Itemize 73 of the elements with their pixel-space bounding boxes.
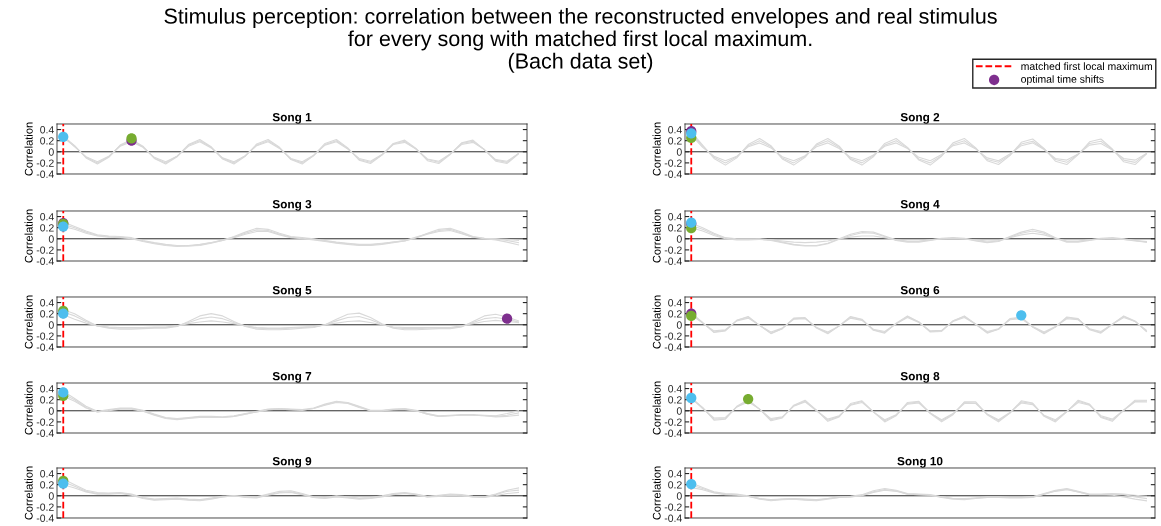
y-tick-label: 0	[676, 148, 682, 156]
y-tick-label: -0.2	[664, 246, 682, 254]
y-tick-label: 0.4	[668, 126, 682, 134]
y-tick-label: 0.4	[40, 213, 54, 221]
y-tick-label: 0.2	[40, 137, 54, 145]
y-tick-label: -0.4	[36, 343, 54, 351]
y-tick-label: 0.2	[668, 396, 682, 404]
y-tick-label: -0.4	[36, 514, 54, 522]
y-tick-label: 0.4	[40, 385, 54, 393]
chart-title: Song 3	[272, 199, 312, 211]
y-tick-label: -0.2	[664, 332, 682, 340]
text: Stimulus perception: correlation between the reconstructed envelopes and real stimulus for every song with matched first local maximum. (Bach data set)	[164, 8, 997, 73]
y-tick-label: 0.2	[40, 224, 54, 232]
y-tick-label: 0.2	[40, 396, 54, 404]
y-tick-label: -0.2	[36, 332, 54, 340]
chart-title: Song 8	[900, 371, 940, 383]
y-tick-label: 0.2	[668, 224, 682, 232]
y-tick-label: 0.2	[40, 310, 54, 318]
y-axis-title: Correlation	[24, 466, 33, 520]
chart-title: Song 1	[272, 112, 312, 124]
y-axis-title: Correlation	[652, 295, 661, 349]
y-tick-label: 0	[48, 235, 54, 243]
chart-title: Song 9	[272, 456, 312, 468]
y-tick-label: -0.2	[664, 159, 682, 167]
y-axis-title: Correlation	[24, 295, 33, 349]
chart-title: Song 10	[897, 456, 943, 468]
y-tick-label: -0.4	[36, 257, 54, 265]
y-axis-title: Correlation	[652, 209, 661, 263]
y-tick-label: 0	[676, 492, 682, 500]
y-tick-label: 0	[48, 407, 54, 415]
y-axis-title: Correlation	[652, 466, 661, 520]
chart-title: Song 5	[272, 285, 312, 297]
y-tick-label: -0.4	[664, 257, 682, 265]
y-tick-label: 0	[676, 235, 682, 243]
y-tick-label: -0.4	[664, 343, 682, 351]
y-tick-label: -0.2	[36, 418, 54, 426]
y-tick-label: 0	[48, 321, 54, 329]
y-tick-label: 0.2	[40, 481, 54, 489]
y-tick-label: 0.4	[40, 299, 54, 307]
y-tick-label: 0	[48, 492, 54, 500]
y-tick-label: 0.2	[668, 137, 682, 145]
y-tick-label: 0.4	[668, 299, 682, 307]
y-axis-title: Correlation	[24, 381, 33, 435]
chart-title: Song 4	[900, 199, 940, 211]
chart-title: Song 2	[900, 112, 940, 124]
text: matched first local maximum	[1021, 62, 1152, 70]
y-tick-label: 0.4	[40, 470, 54, 478]
y-tick-label: -0.4	[36, 429, 54, 437]
y-tick-label: -0.2	[36, 159, 54, 167]
y-tick-label: 0.4	[668, 385, 682, 393]
y-axis-title: Correlation	[652, 381, 661, 435]
y-axis-title: Correlation	[24, 209, 33, 263]
y-tick-label: 0.4	[668, 213, 682, 221]
y-axis-title: Correlation	[24, 122, 33, 176]
y-tick-label: -0.2	[36, 503, 54, 511]
y-tick-label: -0.2	[36, 246, 54, 254]
y-tick-label: -0.2	[664, 503, 682, 511]
y-tick-label: 0	[676, 407, 682, 415]
y-tick-label: -0.2	[664, 418, 682, 426]
chart-title: Song 6	[900, 285, 940, 297]
y-tick-label: 0.2	[668, 481, 682, 489]
chart-title: Song 7	[272, 371, 312, 383]
y-axis-title: Correlation	[652, 122, 661, 176]
y-tick-label: 0	[676, 321, 682, 329]
y-tick-label: -0.4	[664, 429, 682, 437]
legend-label: optimal time shifts	[1021, 75, 1104, 85]
y-tick-label: 0.2	[668, 310, 682, 318]
y-tick-label: 0.4	[668, 470, 682, 478]
y-tick-label: 0	[48, 148, 54, 156]
y-tick-label: -0.4	[664, 170, 682, 178]
y-tick-label: 0.4	[40, 126, 54, 134]
y-tick-label: -0.4	[664, 514, 682, 522]
y-tick-label: -0.4	[36, 170, 54, 178]
